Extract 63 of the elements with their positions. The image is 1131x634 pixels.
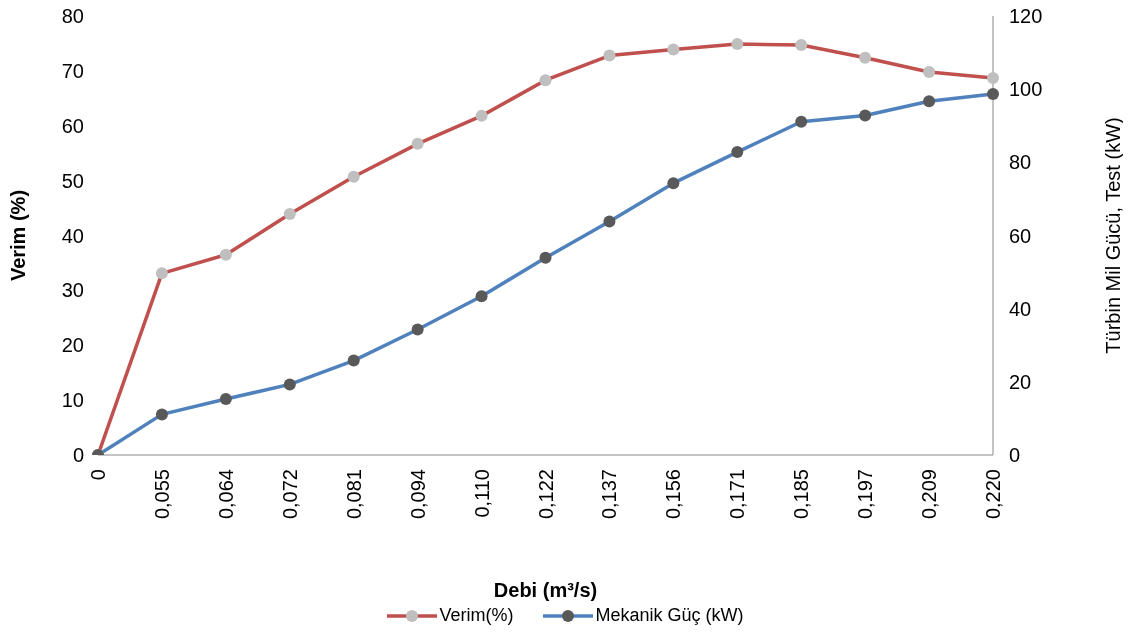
point [603,49,616,62]
point [283,378,296,391]
point [795,39,808,52]
x-tick-label: 0,156 [662,469,685,520]
point [411,323,424,336]
point [347,354,360,367]
y2-tick-label: 80 [1009,151,1032,174]
x-tick-label: 0,094 [406,469,429,520]
point [859,51,872,64]
y-tick-label: 10 [61,389,84,412]
y2-tick-label: 20 [1009,370,1032,393]
x-axis-title: Debi (m³/s) [493,579,598,601]
point [859,109,872,122]
point [731,37,744,50]
point [923,95,936,108]
y-tick-label: 60 [61,114,84,137]
point [667,177,680,190]
point [411,137,424,150]
legend-label: Verim(%) [439,605,514,626]
point [475,109,488,122]
point [475,290,488,303]
x-tick-label: 0,122 [534,469,557,520]
y-tick-label: 0 [72,444,84,467]
legend-label: Mekanik Güç (kW) [595,605,744,626]
x-tick-label: 0,064 [214,469,237,520]
point [539,251,552,264]
point [347,170,360,183]
point [603,215,616,228]
point [795,115,808,128]
point [155,408,168,421]
x-tick-label: 0,197 [854,469,877,520]
y2-tick-label: 100 [1009,78,1043,101]
point [987,72,999,85]
point [667,43,680,56]
y2-tick-label: 0 [1009,444,1021,467]
y-tick-label: 20 [61,334,84,357]
y-tick-label: 70 [61,59,84,82]
x-tick-label: 0 [87,469,109,481]
x-tick-label: 0,072 [278,469,301,520]
point [539,74,552,87]
point [283,208,296,221]
point [219,393,232,406]
x-tick-label: 0,209 [918,469,941,520]
x-tick-label: 0,081 [342,469,365,520]
x-tick-label: 0,137 [598,469,621,520]
y2-tick-label: 40 [1009,297,1032,320]
y-tick-label: 40 [61,224,84,247]
point [923,65,936,78]
x-tick-label: 0,220 [982,469,1004,520]
point [219,248,232,261]
x-tick-label: 0,171 [726,469,749,520]
x-tick-label: 0,185 [790,469,813,520]
x-tick-label: 0,110 [470,469,493,518]
y-axis-title: Verim (%) [7,189,30,282]
point [987,87,999,100]
x-tick-label: 0,055 [150,469,173,520]
point [731,146,744,159]
y-tick-label: 30 [61,279,84,302]
y-tick-label: 50 [61,169,84,192]
y2-tick-label: 120 [1009,5,1043,28]
point [155,267,168,280]
y2-tick-label: 60 [1009,224,1032,247]
y-tick-label: 80 [61,5,84,28]
